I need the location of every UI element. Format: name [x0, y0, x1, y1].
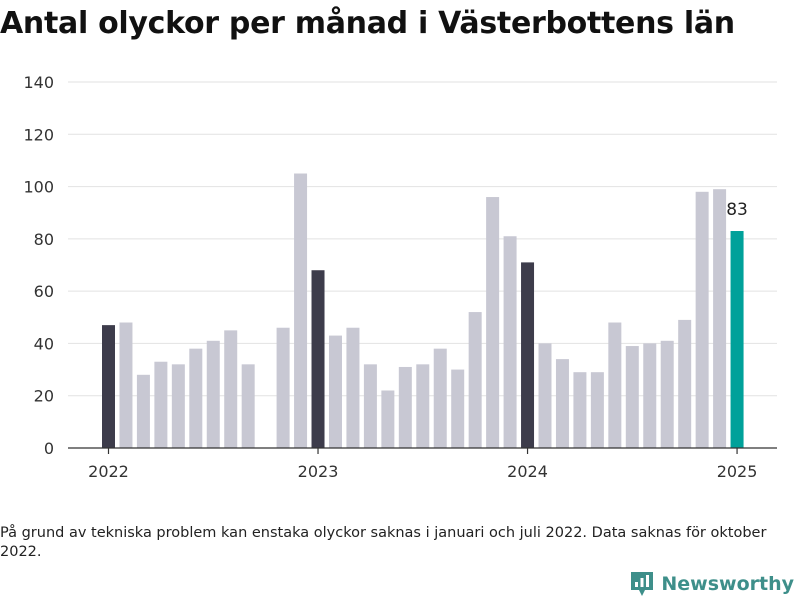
bar-2022-06	[189, 348, 203, 448]
bar-2022-09	[241, 364, 255, 448]
bar-2023-12	[503, 236, 517, 448]
x-tick-label: 2022	[88, 462, 129, 481]
bar-2023-07	[416, 364, 430, 448]
y-tick-label: 80	[34, 230, 54, 249]
bar-2023-02	[328, 335, 342, 448]
x-tick-label: 2025	[717, 462, 758, 481]
y-tick-label: 120	[23, 125, 54, 144]
bar-2023-03	[346, 327, 360, 448]
bar-2024-08	[643, 343, 657, 448]
brand-logo: Newsworthy	[629, 570, 794, 598]
bar-2023-04	[363, 364, 377, 448]
bar-2022-08	[224, 330, 238, 448]
bar-2024-11	[695, 191, 709, 449]
footnote: På grund av tekniska problem kan enstaka…	[0, 525, 767, 560]
data-labels: 83	[725, 199, 750, 222]
data-label: 83	[726, 200, 748, 220]
bar-2024-07	[625, 346, 639, 448]
bars	[102, 173, 744, 449]
bar-2025-01	[730, 231, 744, 448]
x-tick-label: 2023	[298, 462, 339, 481]
bar-2023-01	[311, 270, 325, 448]
y-tick-label: 20	[34, 387, 54, 406]
bar-2023-09	[451, 369, 465, 448]
bar-chart: 0 20 40 60 80 100 120 140 2022 2023 2024 2025 83	[23, 73, 777, 481]
bar-2023-05	[381, 390, 395, 448]
bar-2023-08	[433, 348, 447, 448]
bar-2022-12	[294, 173, 308, 448]
newsworthy-logo-icon	[631, 572, 654, 596]
bar-2024-06	[608, 322, 622, 448]
y-tick-label: 40	[34, 334, 54, 353]
bar-2022-03	[136, 374, 150, 448]
bar-2024-04	[573, 372, 587, 448]
bar-2022-07	[206, 340, 220, 448]
y-tick-label: 100	[23, 178, 54, 197]
bar-2023-10	[468, 312, 482, 448]
bar-2024-02	[538, 343, 552, 448]
y-tick-label: 60	[34, 282, 54, 301]
bar-2022-01	[102, 325, 115, 448]
x-axis-ticks: 2022 2023 2024 2025	[88, 448, 757, 481]
y-axis-tick-labels: 0 20 40 60 80 100 120 140	[23, 73, 54, 458]
bar-2024-09	[660, 340, 674, 448]
bar-2024-05	[590, 372, 604, 448]
chart-title: Antal olyckor per månad i Västerbottens …	[0, 6, 735, 41]
bar-2024-03	[555, 359, 569, 448]
bar-2024-01	[521, 262, 535, 448]
bar-2023-11	[486, 197, 500, 448]
bar-2022-04	[154, 361, 168, 448]
bar-2023-06	[398, 366, 412, 448]
brand-name: Newsworthy	[661, 573, 794, 595]
bar-2024-10	[678, 319, 692, 448]
bar-2022-05	[171, 364, 185, 448]
y-tick-label: 140	[23, 73, 54, 92]
bar-2022-11	[276, 327, 290, 448]
bar-2022-02	[119, 322, 133, 448]
y-tick-label: 0	[44, 439, 54, 458]
bar-2024-12	[713, 189, 727, 448]
x-tick-label: 2024	[507, 462, 548, 481]
gridlines	[68, 81, 777, 397]
